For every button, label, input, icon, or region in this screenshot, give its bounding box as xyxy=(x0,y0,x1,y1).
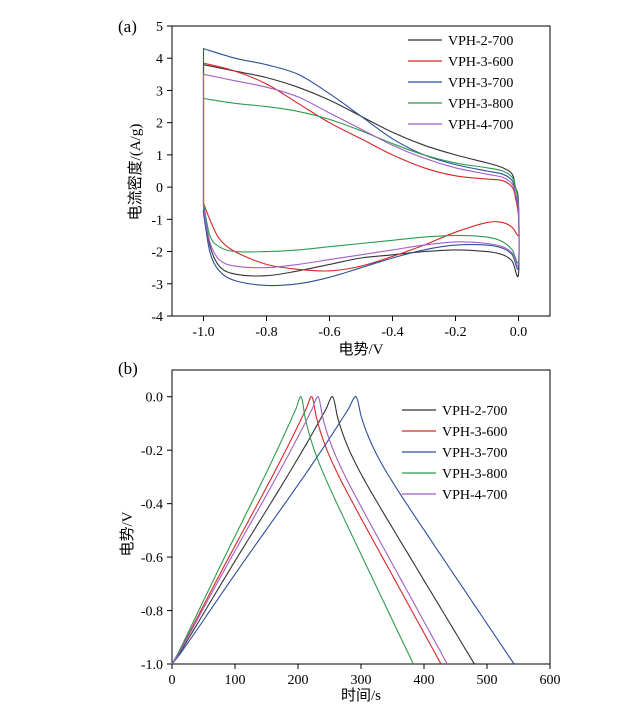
panel-a-x-axis-label: 电势/V xyxy=(338,341,383,358)
x-tick-label: 0.0 xyxy=(510,325,528,340)
legend-entry: VPH-4-700 xyxy=(448,118,513,133)
y-tick-label: -0.4 xyxy=(141,498,163,513)
panel-a-plot-frame xyxy=(171,25,551,317)
x-tick-label: -0.4 xyxy=(381,325,403,340)
panel-a-ticks: -1.0 -0.8 -0.6 -0.4 -0.2 0.0 -4 -3 -2 -1 0 1 2 3 4 5 xyxy=(151,20,527,340)
legend-entry: VPH-2-700 xyxy=(442,404,507,419)
x-tick-label: 200 xyxy=(288,673,309,688)
legend-entry: VPH-4-700 xyxy=(442,488,507,503)
legend-entry: VPH-3-800 xyxy=(448,97,513,112)
y-tick-label: -0.6 xyxy=(141,551,163,566)
x-tick-label: 300 xyxy=(351,673,372,688)
gcd-curve xyxy=(171,396,515,665)
gcd-curve xyxy=(171,396,414,665)
legend-entry: VPH-3-800 xyxy=(442,467,507,482)
panel-a-label: (a) xyxy=(118,17,137,36)
y-tick-label: 4 xyxy=(156,52,163,67)
x-tick-label: -1.0 xyxy=(192,325,214,340)
panel-a-cv-chart: (a) -1.0 -0.8 -0.6 -0.4 -0.2 0.0 -4 -3 -2 -1 0 1 2 3 4… xyxy=(118,17,551,358)
y-tick-label: 1 xyxy=(156,149,163,164)
panel-b-x-axis-label: 时间/s xyxy=(341,687,381,704)
panel-a-curves xyxy=(202,47,520,287)
x-tick-label: 500 xyxy=(477,673,498,688)
y-tick-label: 5 xyxy=(156,20,163,35)
y-tick-label: 3 xyxy=(156,84,163,99)
y-tick-label: -4 xyxy=(151,310,163,325)
x-tick-label: -0.2 xyxy=(444,325,466,340)
gcd-curve xyxy=(171,396,475,665)
x-tick-label: 400 xyxy=(414,673,435,688)
gcd-curve xyxy=(171,396,442,665)
panel-a-legend: VPH-2-700 VPH-3-600 VPH-3-700 VPH-3-800 VPH-… xyxy=(408,34,513,133)
panel-a-y-axis-label: 电流密度/(A/g) xyxy=(127,124,144,221)
y-tick-label: -2 xyxy=(151,246,163,261)
y-tick-label: -0.8 xyxy=(141,605,163,620)
y-tick-label: -1 xyxy=(151,213,163,228)
panel-b-curves xyxy=(171,396,515,665)
y-tick-label: -3 xyxy=(151,278,163,293)
y-tick-label: -1.0 xyxy=(141,658,163,673)
x-tick-label: 0 xyxy=(169,673,176,688)
x-tick-label: -0.6 xyxy=(318,325,340,340)
cv-curve xyxy=(202,64,520,278)
panel-b-charge-discharge-chart: (b) 0 100 200 300 400 500 600 0.0 -0.2 -0.4 -0.6 -0… xyxy=(118,359,561,704)
x-tick-label: -0.8 xyxy=(255,325,277,340)
y-tick-label: 0.0 xyxy=(146,391,164,406)
cv-curve xyxy=(202,73,520,269)
gcd-curve xyxy=(171,396,448,665)
y-tick-label: 0 xyxy=(156,181,163,196)
panel-b-label: (b) xyxy=(118,359,138,378)
x-tick-label: 600 xyxy=(540,673,561,688)
panel-b-y-axis-label: 电势/V xyxy=(119,511,136,556)
legend-entry: VPH-3-700 xyxy=(448,76,513,91)
legend-entry: VPH-2-700 xyxy=(448,34,513,49)
legend-entry: VPH-3-600 xyxy=(448,55,513,70)
x-tick-label: 100 xyxy=(225,673,246,688)
legend-entry: VPH-3-700 xyxy=(442,446,507,461)
panel-b-legend: VPH-2-700 VPH-3-600 VPH-3-700 VPH-3-800 VPH-… xyxy=(402,404,507,503)
legend-entry: VPH-3-600 xyxy=(442,425,507,440)
y-tick-label: -0.2 xyxy=(141,444,163,459)
panel-b-ticks: 0 100 200 300 400 500 600 0.0 -0.2 -0.4 -0.6 -0.8 -1… xyxy=(141,391,561,688)
cv-curve xyxy=(202,47,520,287)
y-tick-label: 2 xyxy=(156,117,163,132)
